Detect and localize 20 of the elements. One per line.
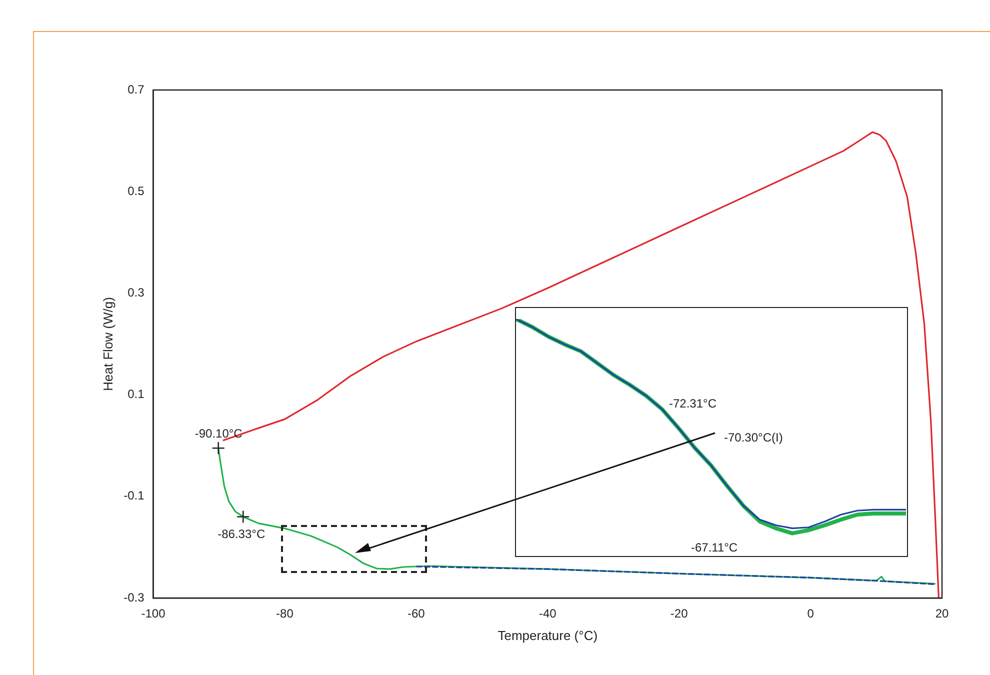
annotation: -72.31°C <box>669 396 717 410</box>
y-tick-label: 0.1 <box>128 387 145 402</box>
y-tick-label: -0.1 <box>124 488 145 503</box>
x-tick-label: -80 <box>276 606 294 621</box>
x-axis-title: Temperature (°C) <box>498 628 598 643</box>
x-tick-label: 0 <box>807 606 814 621</box>
x-tick-label: -100 <box>141 606 166 621</box>
x-tick-label: 20 <box>935 606 949 621</box>
annotation: -86.33°C <box>218 527 266 542</box>
y-tick-label: -0.3 <box>124 590 145 604</box>
y-tick-label: 0.3 <box>128 286 145 300</box>
y-tick-label: 0.7 <box>128 82 145 96</box>
y-axis-title: Heat Flow (W/g) <box>100 297 116 391</box>
x-tick-label: -20 <box>670 606 688 621</box>
annotation: -70.30°C(I) <box>724 430 783 444</box>
annotation: -90.10°C <box>194 426 243 440</box>
y-tick-label: 0.5 <box>128 184 145 198</box>
x-tick-label: -40 <box>538 606 557 621</box>
annotation: -67.11°C <box>691 540 738 554</box>
x-tick-label: -60 <box>408 606 426 621</box>
